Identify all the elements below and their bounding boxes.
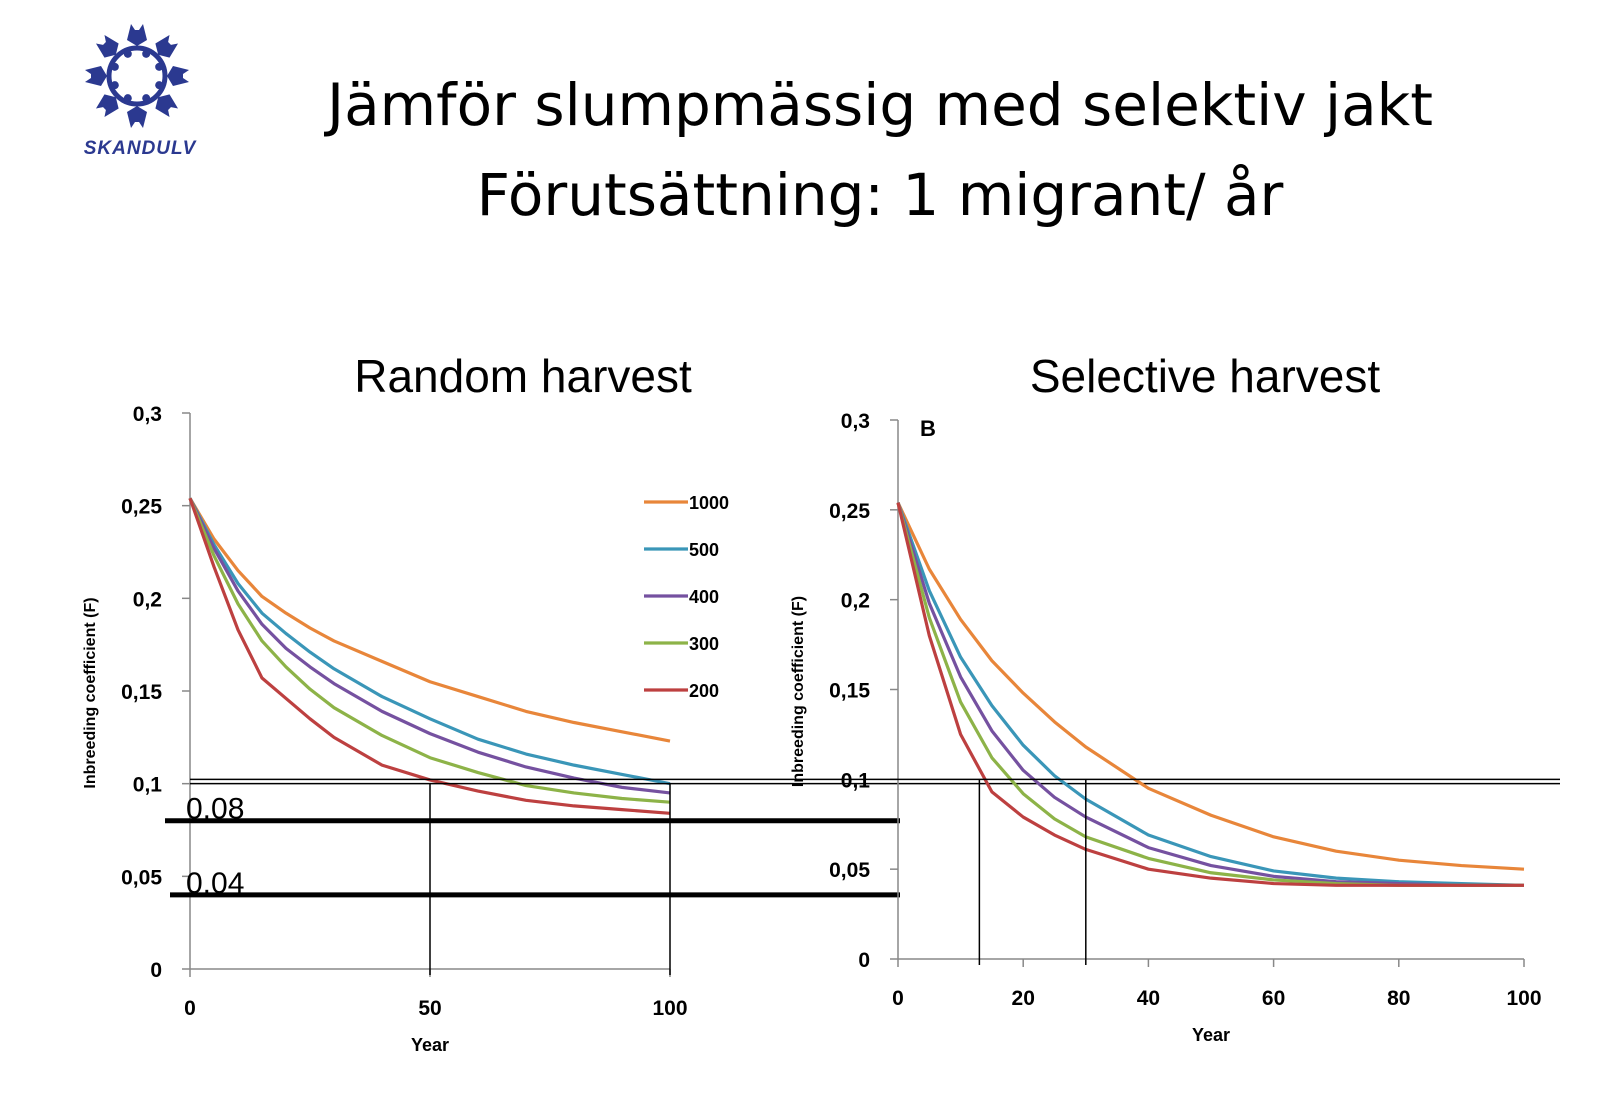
legend-label-500: 500 (689, 540, 719, 560)
y-tick-label: 0,05 (829, 859, 870, 882)
logo-wordmark: SKANDULV (83, 138, 197, 159)
logo-dot (110, 62, 119, 71)
series-line-400 (896, 502, 1524, 887)
logo-wolf-head (95, 94, 119, 118)
y-tick-label: 0 (858, 949, 870, 972)
chart-panel-2: Selective harvest 0 0,05 0,1 0,15 0,2 0,25 0,3 0… (190, 350, 1560, 1045)
y-axis-label: Inbreeding coefficient (F) (790, 596, 807, 787)
legend: 1000 500 400 300 200 (644, 493, 729, 701)
logo-wolf-head (155, 34, 179, 58)
logo-dot (142, 49, 151, 58)
y-tick-label: 0,1 (841, 769, 871, 792)
logo-wolf-head (85, 66, 107, 86)
logo-wolf-head (167, 66, 189, 86)
logo-wolf-shape (85, 66, 107, 86)
y-tick-label: 0,2 (133, 588, 162, 611)
y-tick-label: 0,1 (133, 774, 163, 797)
slide-subtitle: Förutsättning: 1 migrant/ år (476, 161, 1284, 229)
y-tick-label: 0,25 (829, 500, 870, 523)
x-tick-label: 100 (1506, 987, 1541, 1010)
logo-wolf-shape (127, 106, 147, 128)
series-line-300 (896, 502, 1524, 887)
logo-dot (155, 62, 164, 71)
x-tick-label: 60 (1262, 987, 1285, 1010)
logo-wolf-shape (127, 24, 147, 46)
y-tick-label: 0,15 (121, 681, 162, 704)
series-line-1000 (188, 497, 671, 743)
panel-label: B (920, 416, 936, 441)
logo-wolf-shape (95, 34, 119, 58)
series-line-500 (188, 497, 671, 786)
logo-wolf-shape (155, 34, 179, 58)
reference-line-label: 0.08 (186, 793, 244, 826)
y-tick-label: 0,25 (121, 496, 162, 519)
series-line-400 (188, 497, 671, 795)
logo-wolf-head (155, 94, 179, 118)
x-tick-label: 80 (1387, 987, 1410, 1010)
logo-dot (123, 94, 132, 103)
logo-dot (142, 94, 151, 103)
slide-title: Jämför slumpmässig med selektiv jakt (327, 71, 1433, 139)
legend-label-300: 300 (689, 634, 719, 654)
chart-panel-1: Random harvest 0 0,05 0,1 0,15 0,2 0,25 0,3 0 50 1… (82, 350, 1560, 1055)
x-tick-label: 100 (652, 997, 687, 1020)
x-tick-label: 40 (1137, 987, 1160, 1010)
reference-line-label: 0.04 (186, 867, 244, 900)
logo-wolf-head (127, 24, 147, 46)
logo-wolf-shape (95, 94, 119, 118)
legend-label-1000: 1000 (689, 493, 729, 513)
x-tick-label: 20 (1012, 987, 1035, 1010)
logo-wolf-head (127, 106, 147, 128)
logo-dot (110, 81, 119, 90)
logo-wolf-shape (167, 66, 189, 86)
y-tick-label: 0,3 (841, 410, 870, 433)
x-tick-label: 0 (184, 997, 196, 1020)
logo-dot (123, 49, 132, 58)
x-tick-label: 0 (892, 987, 904, 1010)
series-line-200 (188, 497, 671, 815)
y-tick-label: 0,3 (133, 403, 162, 426)
y-tick-label: 0,2 (841, 590, 870, 613)
chart-title: Selective harvest (1030, 350, 1380, 402)
series-line-200 (896, 502, 1524, 887)
x-tick-label: 50 (418, 997, 441, 1020)
y-tick-label: 0,15 (829, 680, 870, 703)
skandulv-logo (85, 24, 189, 128)
legend-label-400: 400 (689, 587, 719, 607)
logo-wolf-head (95, 34, 119, 58)
y-axis-label: Inbreeding coefficient (F) (82, 597, 99, 788)
series-line-1000 (896, 501, 1525, 871)
legend-label-200: 200 (689, 681, 719, 701)
logo-dot (155, 81, 164, 90)
x-axis-label: Year (411, 1035, 449, 1055)
logo-wolf-shape (155, 94, 179, 118)
y-tick-label: 0,05 (121, 866, 162, 889)
logo-ring (106, 45, 168, 107)
chart-title: Random harvest (354, 350, 692, 402)
y-tick-label: 0 (150, 959, 162, 982)
series-line-500 (896, 502, 1525, 887)
x-axis-label: Year (1192, 1025, 1230, 1045)
series-line-300 (188, 497, 671, 804)
